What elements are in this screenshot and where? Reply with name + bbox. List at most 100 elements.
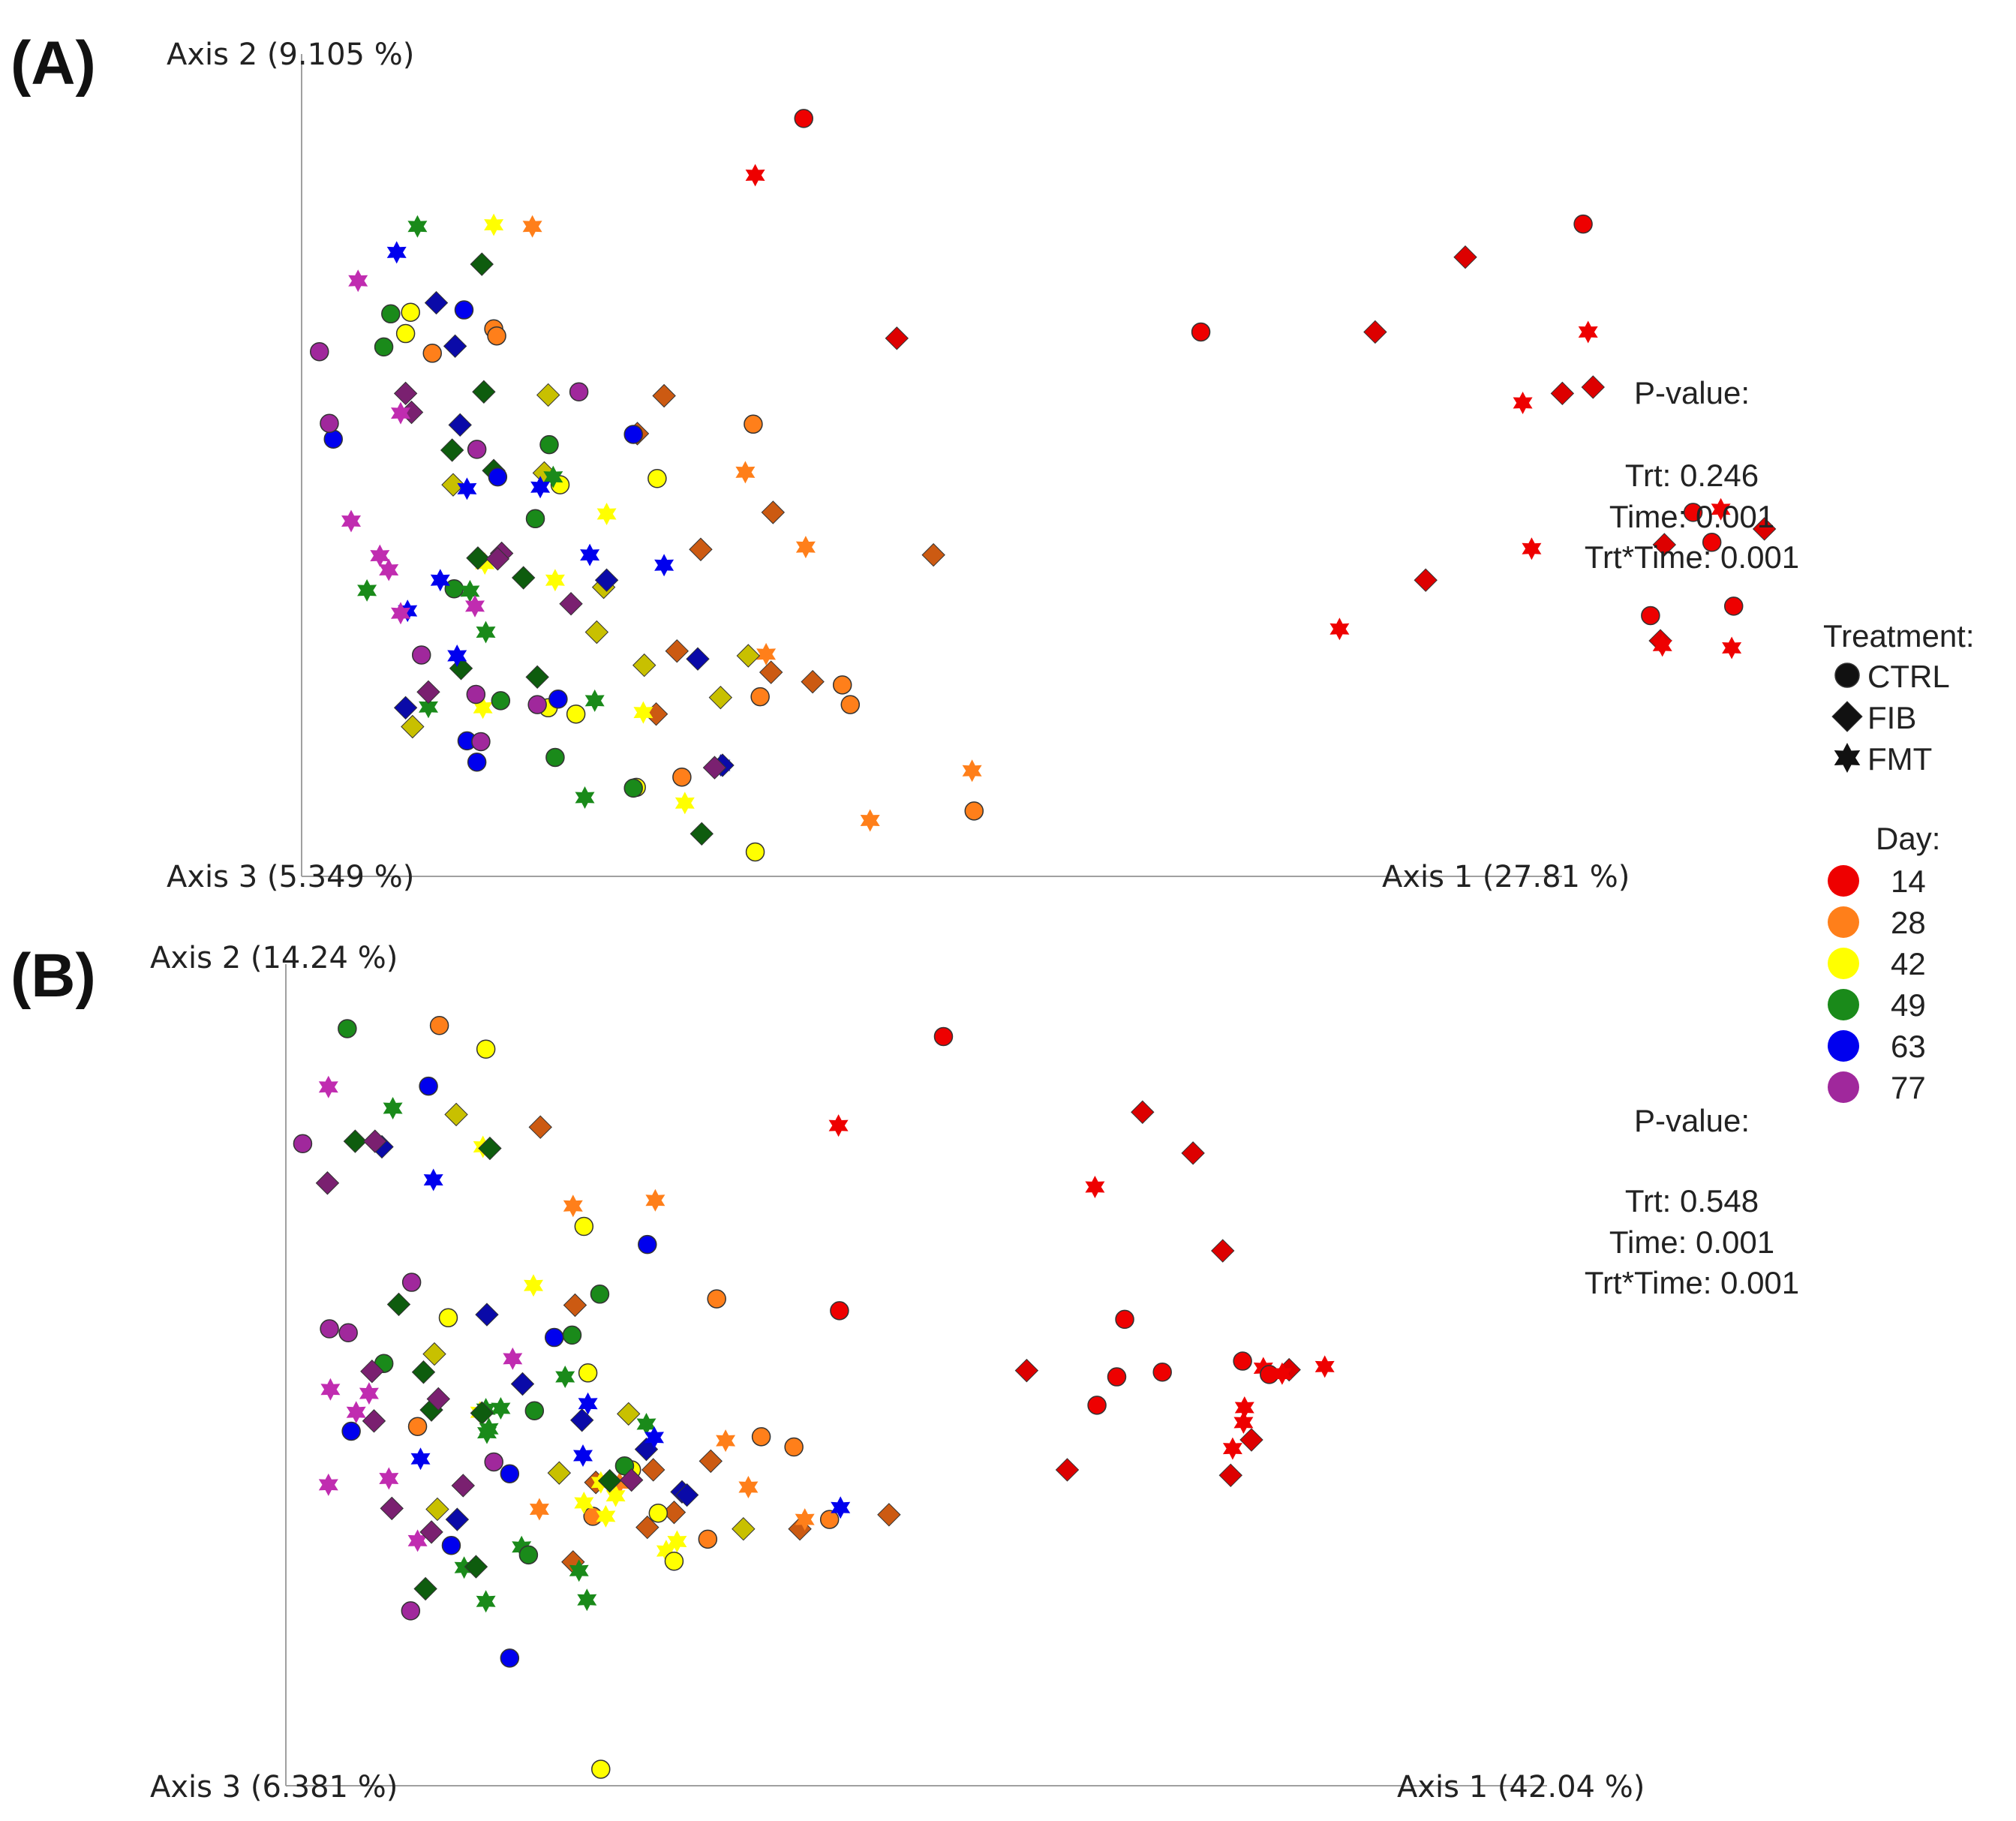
point-fib-day28 bbox=[699, 1449, 723, 1474]
point-fmt-day28 bbox=[756, 642, 777, 666]
point-fib-day14 bbox=[1181, 1141, 1205, 1165]
point-ctrl-day14 bbox=[1641, 605, 1660, 626]
point-fib-day14 bbox=[885, 326, 909, 350]
point-ctrl-day77 bbox=[310, 341, 329, 362]
legend: Treatment: CTRL FIB FMT Day: 14 28 42 49 63 77 bbox=[1823, 618, 1975, 1105]
point-fmt-day77 bbox=[379, 558, 399, 581]
point-ctrl-day77 bbox=[467, 440, 487, 459]
point-fib-day42 bbox=[425, 1497, 449, 1522]
legend-day-label: 77 bbox=[1891, 1070, 1926, 1105]
panel-a-axis2-label: Axis 2 (9.105 %) bbox=[167, 38, 414, 72]
point-fib-day77 bbox=[380, 1496, 404, 1521]
point-fmt-day49 bbox=[491, 1397, 511, 1420]
point-fmt-day14 bbox=[1272, 1362, 1292, 1385]
point-ctrl-day28 bbox=[819, 1510, 840, 1529]
panel-a-pvalue-trt: Trt: 0.246 bbox=[1625, 458, 1759, 493]
point-fmt-day63 bbox=[654, 554, 675, 577]
point-ctrl-day42 bbox=[648, 1503, 668, 1523]
point-fmt-day77 bbox=[341, 509, 361, 533]
point-ctrl-day49 bbox=[491, 691, 511, 711]
point-fib-day77 bbox=[426, 1387, 450, 1411]
point-fmt-day49 bbox=[577, 1588, 597, 1612]
legend-day-swatch bbox=[1828, 1071, 1859, 1103]
point-fib-day14 bbox=[1414, 568, 1438, 592]
point-ctrl-day28 bbox=[487, 326, 506, 346]
point-fmt-day42 bbox=[605, 1484, 626, 1507]
point-fmt-day49 bbox=[555, 1366, 575, 1388]
point-fib-day49 bbox=[464, 1555, 488, 1579]
point-fmt-day28 bbox=[522, 215, 542, 238]
point-fmt-day77 bbox=[359, 1382, 379, 1405]
point-fmt-day28 bbox=[795, 536, 816, 559]
point-fib-day28 bbox=[761, 500, 786, 524]
legend-diamond-icon bbox=[1831, 701, 1863, 732]
point-fib-day42 bbox=[632, 653, 656, 678]
legend-day-swatch bbox=[1828, 906, 1859, 938]
point-ctrl-day28 bbox=[698, 1529, 718, 1549]
point-fib-day42 bbox=[732, 1516, 756, 1541]
point-fib-day49 bbox=[690, 822, 714, 846]
legend-days: 14 28 42 49 63 77 bbox=[1828, 864, 1926, 1105]
point-fib-day42 bbox=[536, 383, 560, 407]
point-fmt-day77 bbox=[503, 1347, 523, 1370]
point-ctrl-day14 bbox=[1702, 533, 1722, 552]
point-ctrl-day63 bbox=[548, 690, 568, 709]
point-fib-day14 bbox=[1581, 375, 1605, 399]
point-fmt-day42 bbox=[596, 1504, 616, 1528]
point-ctrl-day63 bbox=[454, 300, 474, 320]
point-ctrl-day63 bbox=[441, 1536, 461, 1555]
point-fib-day49 bbox=[411, 1360, 436, 1384]
point-fib-day14 bbox=[1363, 320, 1387, 344]
point-ctrl-day28 bbox=[750, 687, 770, 707]
point-ctrl-day49 bbox=[518, 1545, 539, 1565]
point-ctrl-day14 bbox=[1087, 1396, 1107, 1415]
point-ctrl-day28 bbox=[583, 1507, 602, 1526]
point-fmt-day63 bbox=[386, 241, 407, 264]
panel-a-axis1-label: Axis 1 (27.81 %) bbox=[1382, 860, 1630, 894]
point-ctrl-day42 bbox=[591, 1759, 611, 1779]
point-fib-day42 bbox=[441, 473, 465, 497]
point-fib-day49 bbox=[472, 380, 496, 404]
point-fib-day42 bbox=[708, 685, 733, 710]
point-fib-day49 bbox=[386, 1292, 411, 1317]
point-fmt-day28 bbox=[645, 1188, 665, 1212]
point-ctrl-day28 bbox=[744, 414, 763, 434]
point-fmt-day63 bbox=[573, 1444, 593, 1467]
point-fmt-day49 bbox=[636, 1413, 656, 1435]
point-fmt-day63 bbox=[530, 476, 551, 499]
point-fmt-day28 bbox=[738, 1476, 759, 1498]
point-fmt-day49 bbox=[477, 1421, 497, 1444]
point-fmt-day42 bbox=[667, 1530, 687, 1553]
point-fmt-day14 bbox=[1722, 636, 1742, 660]
point-ctrl-day77 bbox=[484, 1452, 503, 1472]
point-ctrl-day49 bbox=[525, 509, 545, 529]
point-ctrl-day28 bbox=[672, 767, 692, 787]
point-fmt-day77 bbox=[391, 602, 410, 625]
point-ctrl-day14 bbox=[1152, 1363, 1172, 1382]
point-ctrl-day63 bbox=[638, 1234, 657, 1255]
point-fib-day63 bbox=[445, 1507, 470, 1531]
point-fmt-day14 bbox=[1711, 497, 1731, 521]
point-fmt-day77 bbox=[346, 1401, 366, 1424]
point-ctrl-day14 bbox=[1107, 1367, 1127, 1387]
point-ctrl-day14 bbox=[933, 1026, 954, 1047]
point-ctrl-day49 bbox=[524, 1401, 545, 1420]
point-ctrl-day49 bbox=[614, 1456, 635, 1476]
point-fmt-day49 bbox=[357, 578, 377, 602]
legend-treatment-label: FIB bbox=[1867, 700, 1916, 735]
point-fib-day49 bbox=[413, 1576, 437, 1601]
point-fib-day77 bbox=[485, 547, 510, 571]
point-fmt-day42 bbox=[473, 696, 493, 720]
point-fib-day49 bbox=[470, 252, 494, 276]
point-ctrl-day14 bbox=[794, 109, 813, 128]
point-fmt-day14 bbox=[1233, 1411, 1254, 1434]
point-fmt-day49 bbox=[419, 696, 438, 719]
point-fmt-day49 bbox=[454, 1556, 474, 1579]
point-fib-day28 bbox=[563, 1293, 587, 1318]
legend-day-swatch bbox=[1828, 865, 1859, 897]
point-ctrl-day77 bbox=[320, 413, 339, 433]
legend-treatment-title: Treatment: bbox=[1823, 618, 1975, 654]
point-fmt-day14 bbox=[1652, 634, 1672, 657]
point-ctrl-day63 bbox=[419, 1076, 438, 1096]
legend-circle-icon bbox=[1834, 663, 1860, 688]
